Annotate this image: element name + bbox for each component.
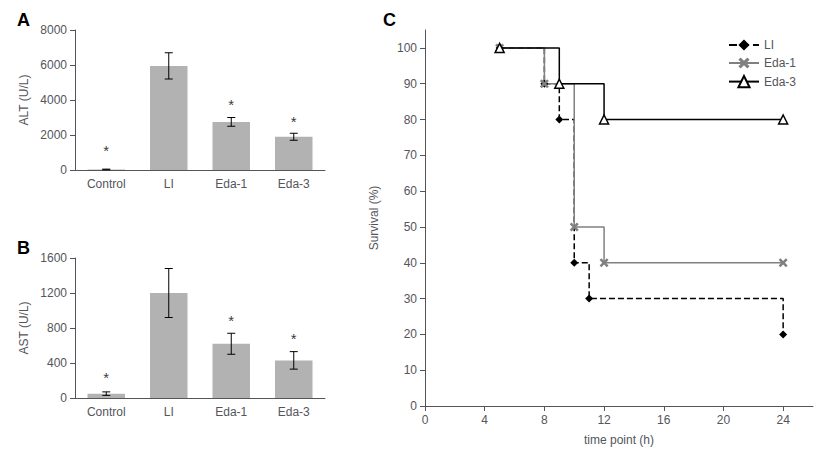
- svg-text:LI: LI: [164, 177, 174, 191]
- svg-text:AST (U/L): AST (U/L): [17, 301, 31, 354]
- svg-text:40: 40: [404, 256, 418, 270]
- svg-text:Eda-3: Eda-3: [278, 177, 310, 191]
- svg-text:A: A: [17, 10, 30, 30]
- svg-text:8000: 8000: [40, 23, 67, 37]
- svg-text:Eda-3: Eda-3: [764, 75, 796, 89]
- svg-text:1200: 1200: [40, 286, 67, 300]
- svg-text:8: 8: [541, 413, 548, 427]
- svg-text:10: 10: [404, 363, 418, 377]
- svg-text:*: *: [291, 113, 297, 130]
- svg-text:50: 50: [404, 220, 418, 234]
- svg-text:4000: 4000: [40, 93, 67, 107]
- svg-text:*: *: [228, 312, 234, 329]
- svg-text:16: 16: [657, 413, 671, 427]
- svg-text:0: 0: [60, 391, 67, 405]
- svg-text:C: C: [383, 10, 396, 30]
- svg-text:24: 24: [776, 413, 790, 427]
- svg-text:2000: 2000: [40, 128, 67, 142]
- svg-text:B: B: [17, 238, 30, 258]
- svg-text:*: *: [228, 96, 234, 113]
- svg-text:4: 4: [481, 413, 488, 427]
- svg-text:LI: LI: [164, 405, 174, 419]
- svg-text:6000: 6000: [40, 58, 67, 72]
- svg-text:LI: LI: [764, 38, 774, 52]
- svg-text:80: 80: [404, 113, 418, 127]
- svg-text:12: 12: [597, 413, 611, 427]
- svg-text:0: 0: [410, 399, 417, 413]
- svg-text:Eda-1: Eda-1: [764, 56, 796, 70]
- svg-text:0: 0: [422, 413, 429, 427]
- svg-text:Survival (%): Survival (%): [367, 186, 381, 251]
- svg-text:100: 100: [397, 41, 417, 55]
- svg-text:Eda-1: Eda-1: [215, 405, 247, 419]
- svg-text:time point (h): time point (h): [584, 433, 654, 447]
- svg-text:Control: Control: [87, 177, 126, 191]
- svg-text:*: *: [291, 330, 297, 347]
- svg-text:Control: Control: [87, 405, 126, 419]
- svg-text:60: 60: [404, 184, 418, 198]
- svg-text:*: *: [103, 142, 109, 159]
- svg-text:70: 70: [404, 148, 418, 162]
- svg-text:400: 400: [47, 356, 67, 370]
- svg-text:*: *: [103, 369, 109, 386]
- svg-text:Eda-1: Eda-1: [215, 177, 247, 191]
- svg-text:Eda-3: Eda-3: [278, 405, 310, 419]
- svg-text:800: 800: [47, 321, 67, 335]
- svg-text:ALT (U/L): ALT (U/L): [17, 75, 31, 126]
- svg-text:1600: 1600: [40, 251, 67, 265]
- svg-text:20: 20: [404, 327, 418, 341]
- svg-text:30: 30: [404, 292, 418, 306]
- svg-text:90: 90: [404, 77, 418, 91]
- svg-text:20: 20: [717, 413, 731, 427]
- svg-text:0: 0: [60, 163, 67, 177]
